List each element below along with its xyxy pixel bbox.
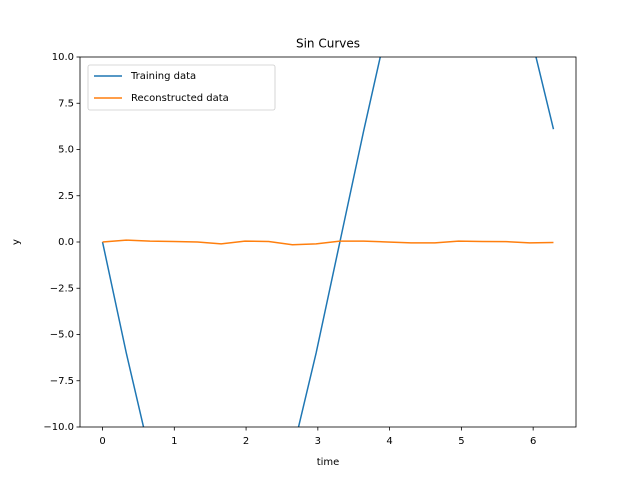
y-tick-label: 10.0 [52, 52, 74, 63]
y-tick-label: −2.5 [50, 283, 74, 294]
x-tick-label: 5 [458, 436, 464, 447]
data-line [101, 57, 555, 427]
x-tick-label: 3 [315, 436, 321, 447]
legend-label: Reconstructed data [131, 93, 229, 104]
y-tick-label: −10.0 [43, 422, 74, 433]
x-tick-label: 4 [386, 436, 392, 447]
x-tick-label: 6 [530, 436, 536, 447]
x-tick-label: 2 [243, 436, 249, 447]
y-tick-label: −7.5 [50, 376, 74, 387]
y-tick-label: 0.0 [58, 237, 74, 248]
legend-box [87, 64, 276, 111]
chart-title: Sin Curves [296, 37, 360, 51]
y-axis-label: y [11, 239, 22, 245]
x-tick-label: 0 [99, 436, 105, 447]
y-tick-label: 2.5 [58, 191, 74, 202]
y-tick-label: 5.0 [58, 145, 74, 156]
x-axis-label: time [317, 457, 340, 468]
plot-lines [101, 57, 555, 427]
y-tick-label: −5.0 [50, 330, 74, 341]
legend-label: Training data [130, 71, 196, 82]
y-tick-label: 7.5 [58, 98, 74, 109]
data-line [102, 239, 554, 246]
axes-frame [79, 56, 577, 428]
x-tick-label: 1 [171, 436, 177, 447]
